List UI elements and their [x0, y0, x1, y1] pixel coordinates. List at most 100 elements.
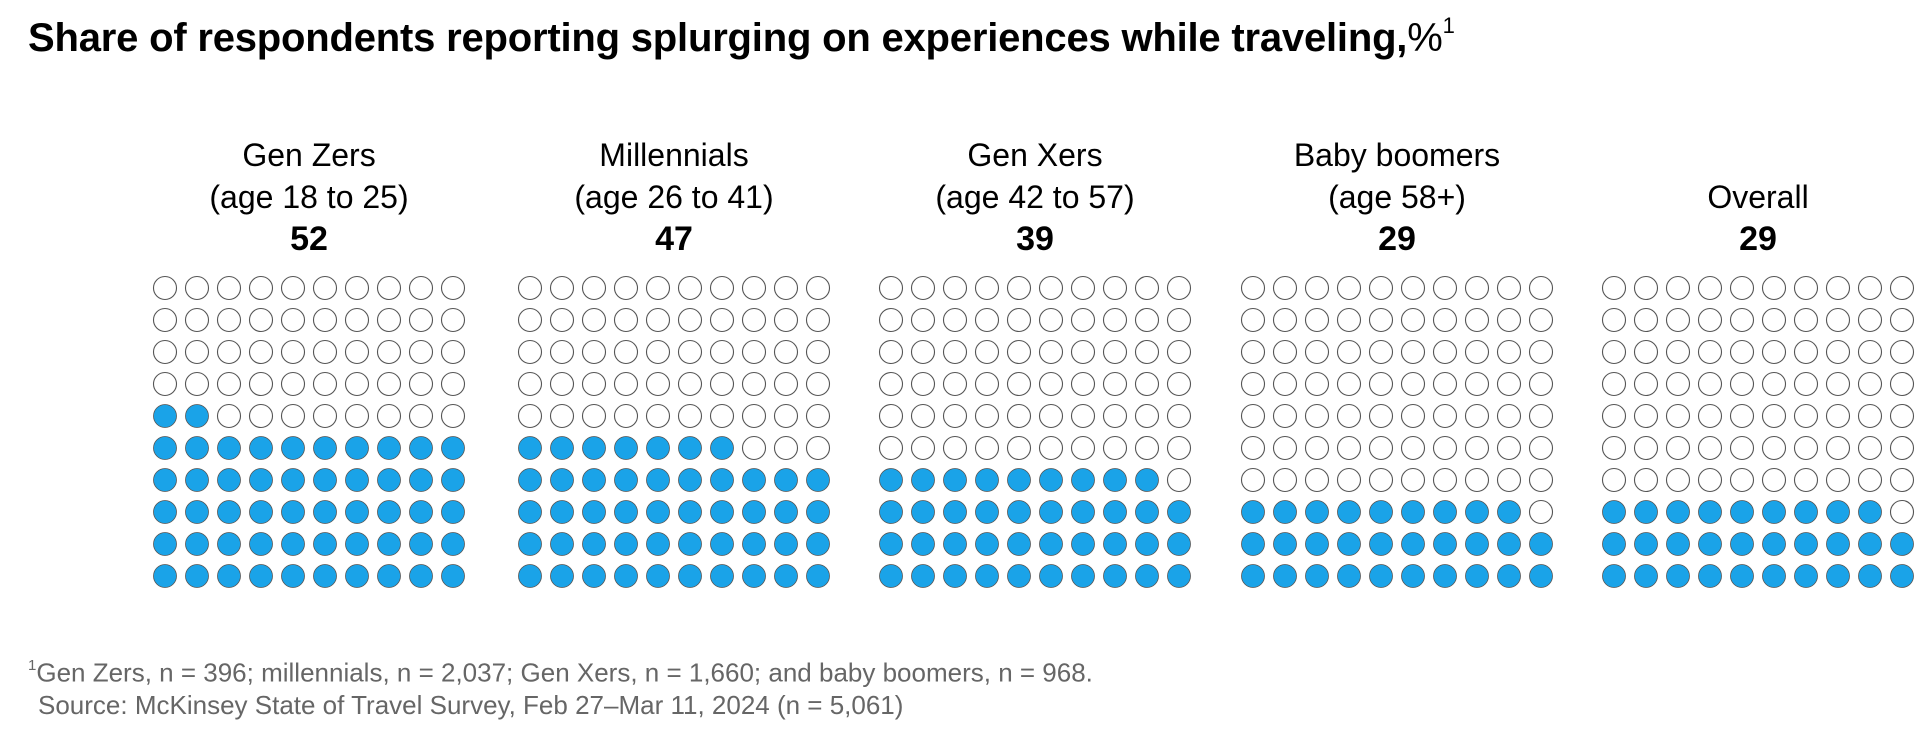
waffle-dot-filled: [1305, 500, 1329, 524]
waffle-dot-empty: [248, 403, 274, 429]
waffle-dot-filled: [774, 532, 798, 556]
waffle-dot-empty: [1496, 435, 1522, 461]
waffle-dot-filled: [975, 468, 999, 492]
waffle-dot-empty: [910, 371, 936, 397]
waffle-dot-empty: [152, 307, 178, 333]
waffle-dot-filled: [1465, 500, 1489, 524]
waffle-dot-empty: [1166, 435, 1192, 461]
waffle-dot-filled: [1794, 532, 1818, 556]
waffle-dot-empty: [1793, 403, 1819, 429]
waffle-dot-empty: [1889, 371, 1915, 397]
waffle-dot-filled: [1465, 564, 1489, 588]
waffle-dot-empty: [1496, 371, 1522, 397]
waffle-dot-filled: [646, 468, 670, 492]
waffle-dot-empty: [942, 371, 968, 397]
waffle-dot-filled: [1103, 500, 1127, 524]
waffle-dot-filled: [1634, 532, 1658, 556]
waffle-dot-empty: [805, 403, 831, 429]
waffle-dot-empty: [942, 339, 968, 365]
waffle-dot-filled: [1167, 564, 1191, 588]
waffle-dot-filled: [1698, 532, 1722, 556]
waffle-dot-filled: [1103, 468, 1127, 492]
waffle-dot-filled: [1241, 500, 1265, 524]
waffle-dot-filled: [1071, 532, 1095, 556]
waffle-dot-empty: [805, 435, 831, 461]
waffle-dot-filled: [943, 468, 967, 492]
waffle-dot-empty: [1240, 403, 1266, 429]
waffle-dot-empty: [1240, 275, 1266, 301]
waffle-dot-empty: [1633, 307, 1659, 333]
waffle-dot-filled: [1369, 532, 1393, 556]
waffle-dot-empty: [376, 275, 402, 301]
waffle-dot-empty: [184, 307, 210, 333]
waffle-dot-empty: [1240, 435, 1266, 461]
waffle-dot-filled: [1794, 564, 1818, 588]
waffle-dot-empty: [549, 371, 575, 397]
waffle-dot-empty: [344, 307, 370, 333]
waffle-dot-empty: [773, 435, 799, 461]
waffle-dot-empty: [1528, 403, 1554, 429]
waffle-dot-empty: [1496, 403, 1522, 429]
waffle-dot-filled: [1666, 532, 1690, 556]
waffle-dot-empty: [549, 275, 575, 301]
waffle-dot-filled: [217, 500, 241, 524]
waffle-dot-filled: [710, 436, 734, 460]
waffle-dot-empty: [216, 403, 242, 429]
waffle-dot-empty: [1038, 275, 1064, 301]
waffle-dot-empty: [581, 275, 607, 301]
waffle-dot-empty: [408, 307, 434, 333]
waffle-dot-empty: [1793, 371, 1819, 397]
waffle-dot-filled: [1465, 532, 1489, 556]
waffle-dot-empty: [910, 307, 936, 333]
waffle-dot-filled: [1167, 500, 1191, 524]
waffle-dot-filled: [217, 436, 241, 460]
waffle-dot-filled: [1369, 564, 1393, 588]
waffle-dot-filled: [1167, 532, 1191, 556]
waffle-dot-empty: [1528, 371, 1554, 397]
waffle-dot-empty: [709, 403, 735, 429]
waffle-dot-filled: [582, 436, 606, 460]
waffle-dot-empty: [1825, 467, 1851, 493]
waffle-dot-empty: [1528, 499, 1554, 525]
waffle-dot-filled: [1369, 500, 1393, 524]
title-text: Share of respondents reporting splurging…: [28, 16, 1408, 60]
waffle-dot-empty: [1368, 403, 1394, 429]
waffle-dot-filled: [281, 436, 305, 460]
waffle-dot-filled: [943, 532, 967, 556]
waffle-dot-filled: [185, 500, 209, 524]
waffle-dot-empty: [312, 371, 338, 397]
waffle-dot-empty: [280, 403, 306, 429]
waffle-dot-empty: [1368, 371, 1394, 397]
waffle-dot-empty: [1102, 307, 1128, 333]
waffle-dot-filled: [281, 500, 305, 524]
waffle-dot-empty: [344, 371, 370, 397]
waffle-dot-empty: [216, 307, 242, 333]
waffle-dot-filled: [441, 436, 465, 460]
waffle-dot-empty: [1697, 435, 1723, 461]
waffle-dot-empty: [741, 339, 767, 365]
waffle-dot-empty: [1102, 371, 1128, 397]
waffle-dot-empty: [1665, 339, 1691, 365]
panel-label-line: (age 42 to 57): [935, 179, 1134, 215]
waffle-dot-filled: [249, 436, 273, 460]
waffle-dot-filled: [1497, 500, 1521, 524]
waffle-dot-filled: [1826, 564, 1850, 588]
waffle-dot-empty: [1665, 435, 1691, 461]
waffle-dot-empty: [1336, 307, 1362, 333]
waffle-dot-empty: [1793, 307, 1819, 333]
waffle-dot-empty: [1272, 403, 1298, 429]
waffle-dot-filled: [1433, 564, 1457, 588]
waffle-dot-empty: [1134, 275, 1160, 301]
waffle-dot-filled: [313, 500, 337, 524]
waffle-dot-empty: [741, 435, 767, 461]
waffle-dot-empty: [1166, 275, 1192, 301]
waffle-dot-filled: [249, 500, 273, 524]
waffle-dot-empty: [910, 275, 936, 301]
waffle-dot-filled: [1273, 564, 1297, 588]
waffle-dot-empty: [613, 371, 639, 397]
waffle-dot-filled: [1135, 532, 1159, 556]
waffle-dot-filled: [281, 564, 305, 588]
waffle-dot-empty: [878, 307, 904, 333]
waffle-dot-empty: [645, 339, 671, 365]
waffle-dot-empty: [1336, 403, 1362, 429]
